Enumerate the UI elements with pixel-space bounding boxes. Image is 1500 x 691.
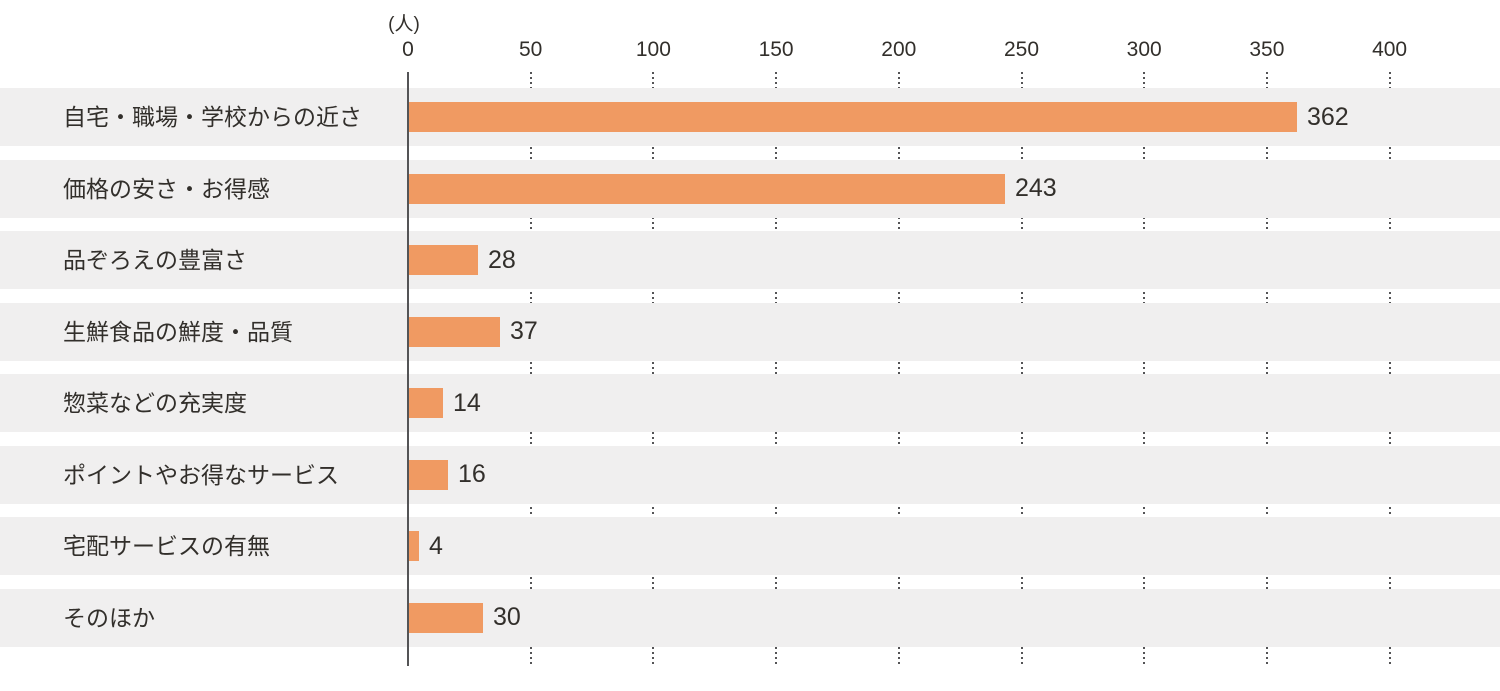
value-label: 37: [510, 317, 538, 345]
x-tick-label: 200: [881, 38, 917, 61]
bar-track: 28: [409, 231, 516, 289]
bar-track: 362: [409, 88, 1349, 146]
bar-row: 価格の安さ・お得感 243: [0, 159, 1500, 218]
x-tick-label: 300: [1126, 38, 1162, 61]
bar-row: そのほか 30: [0, 588, 1500, 647]
category-label: ポイントやお得なサービス: [63, 461, 339, 488]
gridline: [1143, 72, 1146, 666]
bar-track: 37: [409, 303, 538, 361]
gridline: [1388, 72, 1391, 666]
x-tick-label: 350: [1249, 38, 1285, 61]
category-label: 宅配サービスの有無: [63, 533, 270, 559]
gridline: [529, 72, 532, 666]
category-label: そのほか: [63, 604, 155, 631]
x-tick-label: 250: [1003, 38, 1040, 61]
x-tick-label: 150: [758, 38, 794, 61]
category-label: 品ぞろえの豊富さ: [63, 247, 247, 273]
value-label: 4: [429, 531, 443, 560]
x-tick-label: 0: [402, 38, 414, 61]
gridline: [897, 72, 900, 666]
category-label: 価格の安さ・お得感: [63, 175, 270, 202]
bar: [409, 102, 1297, 132]
bar-track: 4: [409, 517, 443, 575]
bar-row: 品ぞろえの豊富さ 28: [0, 231, 1500, 289]
bar-row: 宅配サービスの有無 4: [0, 517, 1500, 575]
bar-track: 14: [409, 374, 481, 432]
value-label: 243: [1015, 174, 1057, 202]
gridline: [1020, 72, 1023, 666]
category-label: 生鮮食品の鮮度・品質: [63, 318, 293, 345]
x-tick-label: 50: [519, 38, 543, 61]
x-tick-label: 100: [635, 38, 671, 61]
bar-row: 自宅・職場・学校からの近さ 362: [0, 88, 1500, 146]
value-label: 30: [493, 603, 521, 631]
axis-unit-label: (人): [388, 14, 420, 35]
gridline: [775, 72, 778, 666]
gridline: [1265, 72, 1268, 666]
bar-track: 30: [409, 589, 521, 647]
value-label: 16: [458, 460, 486, 488]
value-label: 14: [453, 388, 481, 417]
bar: [409, 245, 478, 275]
gridline: [652, 72, 655, 666]
bar: [409, 316, 500, 347]
bar: [409, 602, 483, 633]
bar: [409, 531, 419, 561]
value-label: 362: [1307, 102, 1349, 131]
category-label: 惣菜などの充実度: [63, 390, 247, 416]
bar: [409, 388, 443, 418]
bar-row: 生鮮食品の鮮度・品質 37: [0, 302, 1500, 361]
x-axis-tick-row: 0 50 100 150 200 250 300 350 400: [0, 38, 1500, 62]
bar: [409, 459, 448, 490]
category-label: 自宅・職場・学校からの近さ: [63, 104, 362, 130]
bar-track: 243: [409, 160, 1057, 218]
bar-track: 16: [409, 446, 486, 504]
bar-row: ポイントやお得なサービス 16: [0, 445, 1500, 504]
x-tick-label: 400: [1372, 38, 1408, 61]
y-axis-line: [407, 72, 409, 666]
bar-row: 惣菜などの充実度 14: [0, 374, 1500, 432]
bar: [409, 173, 1005, 204]
value-label: 28: [488, 245, 516, 274]
rows-container: 自宅・職場・学校からの近さ 362 価格の安さ・お得感 243 品ぞろえの豊富さ…: [0, 88, 1500, 647]
